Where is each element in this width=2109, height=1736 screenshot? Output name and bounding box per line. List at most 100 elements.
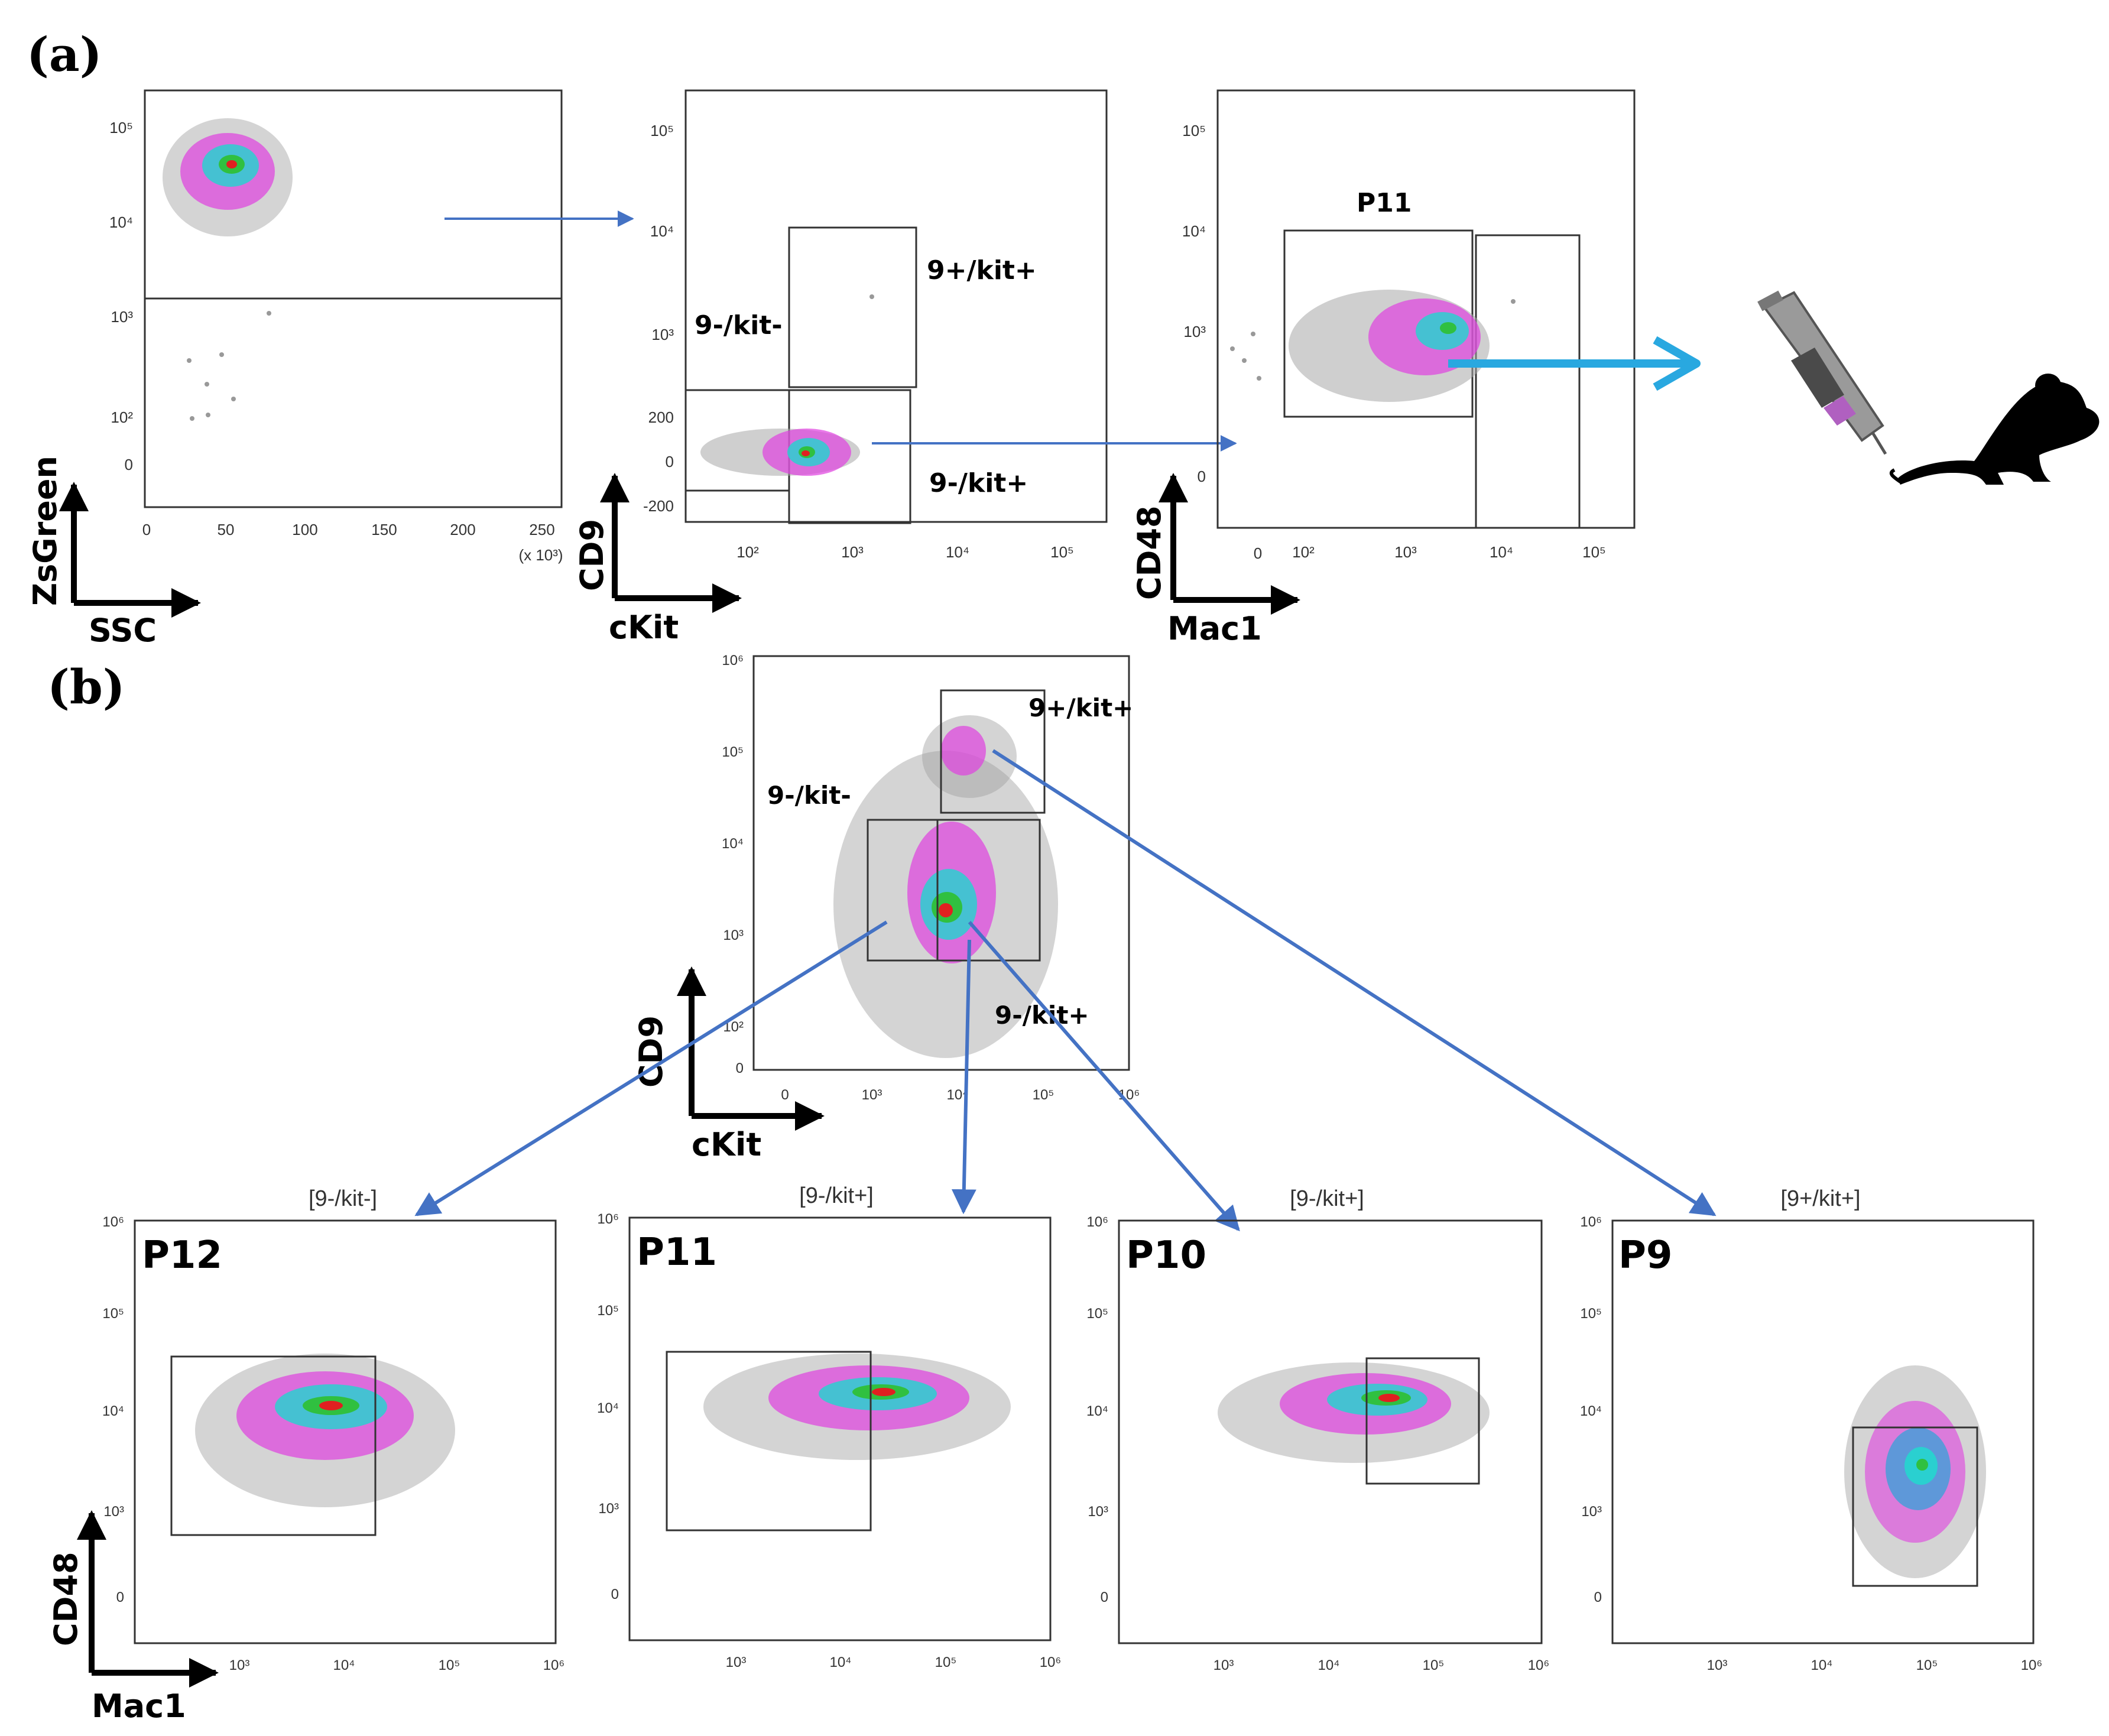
y-tick: 10⁴ xyxy=(1580,1403,1602,1419)
y-tick: 10⁶ xyxy=(102,1214,124,1230)
y-tick: 10⁵ xyxy=(102,1306,124,1322)
y-tick: 0 xyxy=(666,453,674,470)
x-tick: 0 xyxy=(781,1087,789,1103)
small-plot-p10: [9-/kit+] P10 10⁶ 10⁵ 10⁴ 10³ 0 10³ 10⁴ … xyxy=(1086,1186,1549,1673)
x-tick: 10² xyxy=(736,543,759,561)
plot-header: [9-/kit+] xyxy=(1290,1186,1364,1211)
density-cloud xyxy=(703,1354,1011,1460)
x-tick-labels: 0 10² 10³ 10⁴ 10⁵ xyxy=(1254,543,1606,562)
flow-arrow xyxy=(968,921,1240,1232)
x-tick: 10⁵ xyxy=(1582,543,1606,561)
density-cloud xyxy=(1844,1365,1986,1578)
y-axis-label: ZsGreen xyxy=(27,456,64,606)
panel-a-plot1: 10⁵ 10⁴ 10³ 10² 0 0 50 100 150 200 250 (… xyxy=(27,89,563,649)
x-tick: 10⁴ xyxy=(1490,543,1513,561)
y-tick: -200 xyxy=(643,497,674,515)
y-tick: 10² xyxy=(111,408,133,426)
y-axis-label: CD48 xyxy=(47,1552,85,1646)
y-tick: 10³ xyxy=(111,308,133,326)
y-tick: 0 xyxy=(611,1586,619,1602)
x-tick: 10² xyxy=(1292,543,1315,561)
y-tick: 10⁴ xyxy=(1086,1403,1108,1419)
small-plot-p12: [9-/kit-] P12 10⁶ 10⁵ 10⁴ 10³ 0 10³ 10⁴ … xyxy=(102,1186,564,1673)
plot-label: P9 xyxy=(1618,1234,1672,1277)
x-tick: 10⁵ xyxy=(1423,1657,1445,1673)
x-tick: 10⁵ xyxy=(1050,543,1074,561)
panel-a-plot2: 9+/kit+ 9-/kit- 9-/kit+ 10⁵ 10⁴ 10³ 200 … xyxy=(573,89,1108,646)
y-tick-labels: 10⁶ 10⁵ 10⁴ 10³ 0 xyxy=(597,1211,619,1602)
x-axis-label: Mac1 xyxy=(92,1688,186,1725)
syringe-icon xyxy=(1757,290,1887,455)
plot-frame xyxy=(134,1219,557,1644)
gates xyxy=(684,226,917,524)
y-tick: 10⁵ xyxy=(597,1303,619,1319)
x-tick: 10³ xyxy=(726,1654,747,1670)
x-tick-labels: 0 50 100 150 200 250 (x 10³) xyxy=(142,521,563,564)
gate-label: 9-/kit- xyxy=(695,310,783,340)
x-tick-labels: 10³ 10⁴ 10⁵ 10⁶ xyxy=(726,1654,1062,1670)
x-tick: 100 xyxy=(292,521,317,538)
gates xyxy=(867,689,1046,962)
y-tick: 0 xyxy=(1101,1589,1108,1605)
gate xyxy=(1365,1357,1480,1485)
small-plot-p9: [9+/kit+] P9 10⁶ 10⁵ 10⁴ 10³ 0 10³ 10⁴ 1… xyxy=(1580,1186,2042,1673)
x-axis-label: cKit xyxy=(692,1126,761,1163)
x-tick: 0 xyxy=(142,521,151,538)
small-plot-p11: [9-/kit+] P11 10⁶ 10⁵ 10⁴ 10³ 0 10³ 10⁴ … xyxy=(597,1183,1061,1670)
y-tick: 10⁶ xyxy=(722,653,744,669)
x-tick: 10⁶ xyxy=(543,1657,565,1673)
y-tick-labels: 10⁶ 10⁵ 10⁴ 10³ 0 xyxy=(102,1214,124,1605)
plot-header: [9-/kit-] xyxy=(309,1186,377,1211)
y-axis-label: CD48 xyxy=(1131,505,1168,600)
x-tick-labels: 0 10³ 10⁴ 10⁵ 10⁶ xyxy=(781,1087,1140,1103)
plot-frame xyxy=(684,89,1108,523)
gate-labels: 9+/kit+ 9-/kit- 9-/kit+ xyxy=(695,255,1037,498)
y-tick: 10⁴ xyxy=(650,222,674,240)
x-tick: 10⁴ xyxy=(1811,1657,1832,1673)
density-cloud xyxy=(195,1354,455,1507)
x-tick: 10⁴ xyxy=(829,1654,851,1670)
y-tick: 0 xyxy=(116,1589,124,1605)
x-tick: 200 xyxy=(450,521,475,538)
gate-9pos-kitpos xyxy=(940,689,1046,814)
flow-arrow xyxy=(951,939,976,1215)
x-axis-label: cKit xyxy=(609,609,679,646)
y-tick: 0 xyxy=(1594,1589,1602,1605)
gate xyxy=(666,1351,872,1531)
y-tick-labels: 10⁵ 10⁴ 10³ 10² 0 xyxy=(109,119,133,473)
x-tick: 10⁵ xyxy=(935,1654,957,1670)
mouse-icon xyxy=(1889,374,2100,485)
x-tick-labels: 10³ 10⁴ 10⁵ 10⁶ xyxy=(1214,1657,1550,1673)
y-tick: 10⁵ xyxy=(1086,1306,1108,1322)
plot-label: P10 xyxy=(1126,1234,1206,1277)
plot-frame xyxy=(752,655,1130,1071)
x-tick: 50 xyxy=(218,521,235,538)
flow-arrow xyxy=(414,920,888,1216)
y-tick: 0 xyxy=(736,1060,744,1076)
plot-header: [9-/kit+] xyxy=(799,1183,874,1208)
x-tick: 10⁵ xyxy=(439,1657,460,1673)
gate xyxy=(170,1355,377,1536)
y-tick: 10⁵ xyxy=(722,744,744,760)
density-cloud xyxy=(1230,290,1516,402)
x-tick: 10³ xyxy=(1394,543,1417,561)
gate-right xyxy=(1475,234,1581,529)
plot-frame xyxy=(1216,89,1636,529)
y-tick: 10⁴ xyxy=(102,1403,124,1419)
x-tick: 10⁴ xyxy=(333,1657,355,1673)
y-tick-labels: 10⁶ 10⁵ 10⁴ 10³ 0 xyxy=(1580,1214,1602,1605)
x-axis-label: SSC xyxy=(89,612,157,649)
x-tick-labels: 10² 10³ 10⁴ 10⁵ xyxy=(736,543,1074,561)
y-tick: 10³ xyxy=(598,1501,619,1517)
y-tick-labels: 10⁶ 10⁵ 10⁴ 10³ 0 xyxy=(1086,1214,1108,1605)
gate-label: 9+/kit+ xyxy=(1028,693,1133,722)
density-cloud xyxy=(1218,1362,1490,1463)
y-tick: 10⁴ xyxy=(1182,222,1206,240)
gate-9neg-kitpos xyxy=(936,819,1041,962)
plot-frame xyxy=(628,1216,1052,1641)
y-tick: 10⁴ xyxy=(597,1400,619,1416)
y-tick: 10³ xyxy=(1088,1504,1108,1520)
x-tick: 10³ xyxy=(862,1087,882,1103)
y-tick: 10⁵ xyxy=(650,122,674,139)
